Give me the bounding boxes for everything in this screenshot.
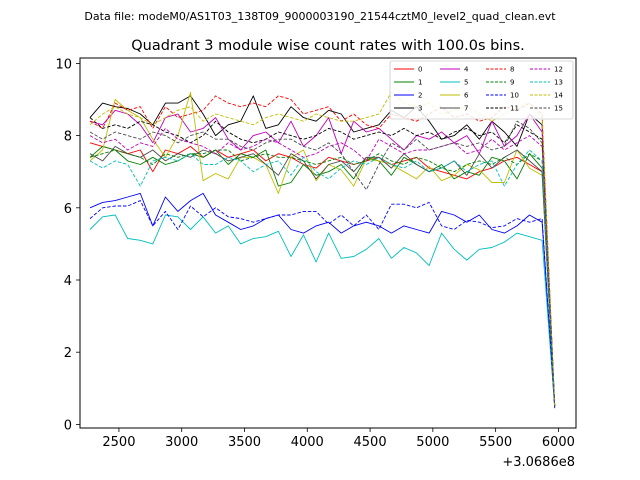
- y-tick-label: 6: [64, 202, 72, 217]
- series-line-7: [89, 145, 556, 407]
- legend-label-7: 7: [464, 105, 468, 113]
- series-line-14: [89, 91, 556, 407]
- legend-label-4: 4: [464, 66, 469, 74]
- series-line-0: [89, 142, 556, 407]
- legend-label-1: 1: [418, 79, 422, 87]
- y-tick-label: 0: [64, 418, 72, 433]
- y-tick-label: 8: [64, 130, 72, 145]
- series-line-13: [89, 149, 556, 407]
- legend-label-0: 0: [418, 66, 422, 74]
- series-line-10: [89, 200, 556, 407]
- series-line-4: [89, 109, 556, 407]
- series-line-1: [89, 145, 556, 407]
- x-axis: 2500 3000 3500 4000 4500 5000 5500 6000: [102, 428, 575, 450]
- chart-title: Quadrant 3 module wise count rates with …: [131, 38, 525, 54]
- legend-label-15: 15: [554, 105, 563, 113]
- x-tick-label: 3500: [228, 435, 261, 450]
- legend-label-6: 6: [464, 92, 469, 100]
- x-axis-offset-label: +3.0686e8: [502, 455, 575, 470]
- series-line-3: [89, 95, 556, 407]
- y-tick-label: 10: [55, 57, 72, 72]
- series-line-5: [89, 214, 556, 407]
- legend-label-9: 9: [510, 79, 514, 87]
- series-line-15: [89, 120, 556, 407]
- axes-frame: [79, 57, 577, 429]
- x-tick-label: 5500: [479, 435, 512, 450]
- legend-label-14: 14: [554, 92, 563, 100]
- series-line-11: [89, 117, 556, 407]
- x-tick-label: 5000: [416, 435, 449, 450]
- x-tick-label: 6000: [542, 435, 575, 450]
- x-tick-label: 3000: [165, 435, 198, 450]
- series-line-9: [89, 149, 556, 407]
- legend-box: [389, 60, 574, 120]
- series-line-12: [89, 127, 556, 407]
- legend-label-11: 11: [510, 105, 519, 113]
- legend-label-8: 8: [510, 66, 514, 74]
- x-tick-label: 4500: [354, 435, 387, 450]
- legend-label-5: 5: [464, 79, 468, 87]
- series-layer: [89, 91, 556, 409]
- x-tick-label: 4000: [291, 435, 324, 450]
- series-line-2: [89, 192, 556, 409]
- legend-label-2: 2: [418, 92, 422, 100]
- y-tick-label: 4: [64, 274, 72, 289]
- legend-label-13: 13: [554, 79, 563, 87]
- chart-suptitle: Data file: modeM0/AS1T03_138T09_90000031…: [84, 10, 556, 23]
- legend-label-12: 12: [554, 66, 563, 74]
- x-tick-label: 2500: [102, 435, 135, 450]
- legend-label-3: 3: [418, 105, 422, 113]
- legend-label-10: 10: [510, 92, 519, 100]
- y-axis: 0 2 4 6 8 10: [55, 57, 80, 433]
- series-line-8: [89, 95, 556, 407]
- y-tick-label: 2: [64, 346, 72, 361]
- plot-area: 2500 3000 3500 4000 4500 5000 5500 6000 0246810…: [55, 57, 577, 470]
- series-line-6: [89, 91, 556, 407]
